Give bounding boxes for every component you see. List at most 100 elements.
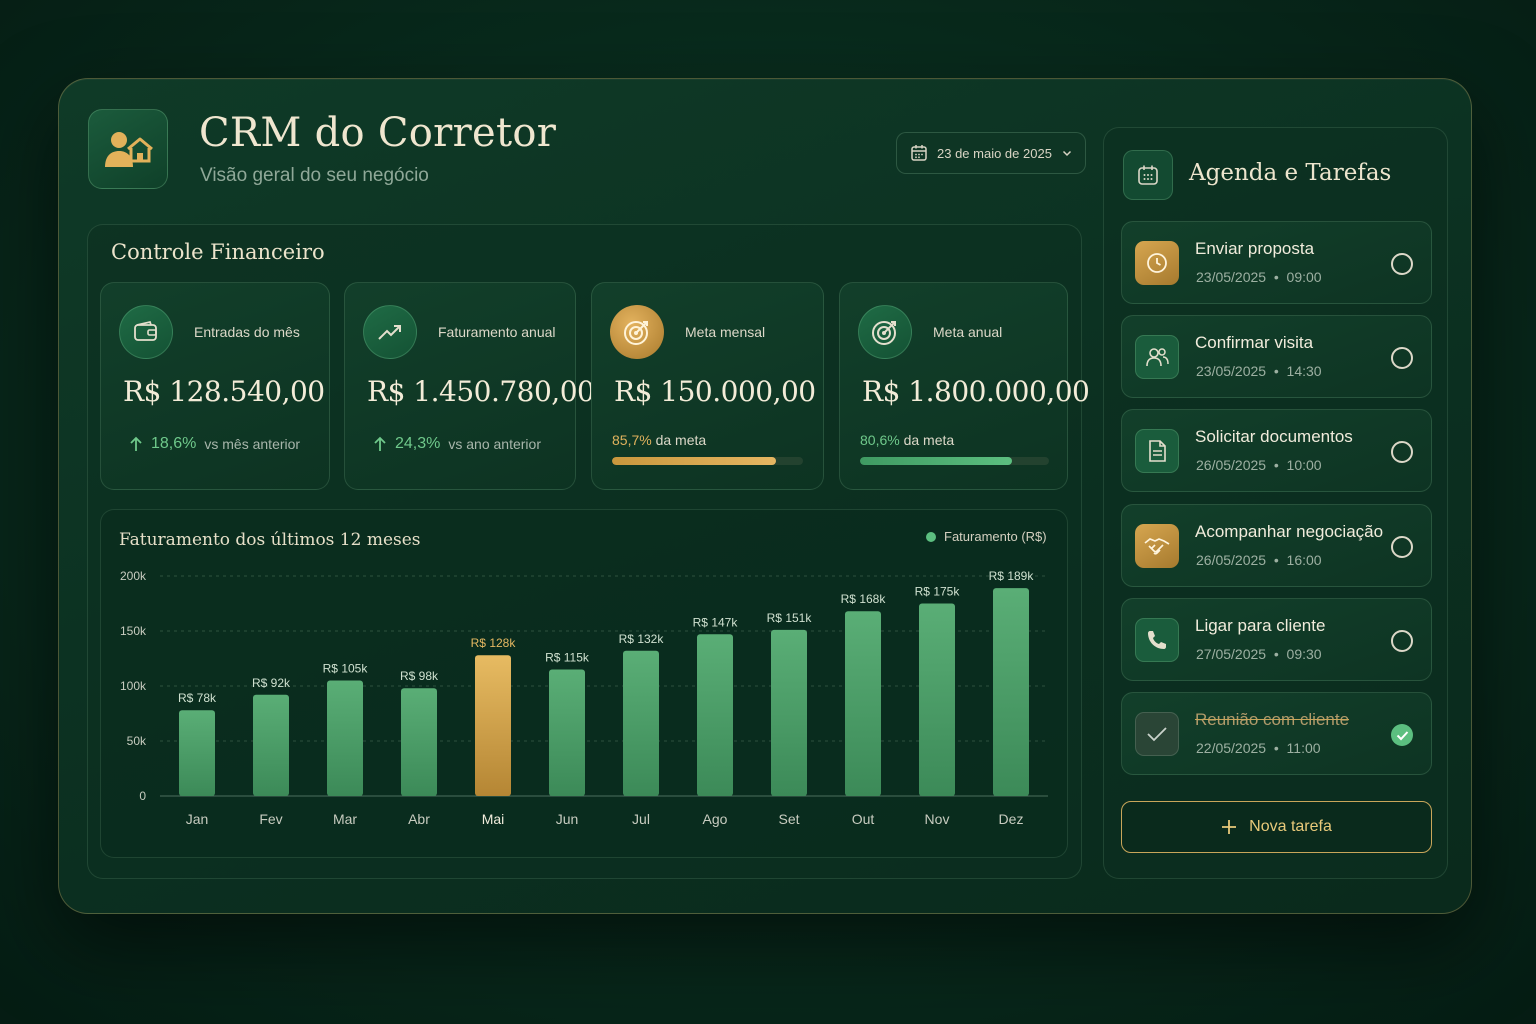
delta-percent: 24,3% xyxy=(395,435,441,452)
task-checkbox[interactable] xyxy=(1391,347,1413,369)
task-datetime: 26/05/2025 • 10:00 xyxy=(1196,457,1322,473)
x-tick-label: Mar xyxy=(333,811,357,827)
task-item-completed[interactable]: Reunião com cliente 22/05/2025 • 11:00 xyxy=(1121,692,1432,775)
users-icon xyxy=(1135,335,1179,379)
task-checkbox[interactable] xyxy=(1391,441,1413,463)
check-icon xyxy=(1135,712,1179,756)
new-task-button[interactable]: Nova tarefa xyxy=(1121,801,1432,853)
y-tick-label: 200k xyxy=(120,569,147,583)
task-item[interactable]: Solicitar documentos 26/05/2025 • 10:00 xyxy=(1121,409,1432,492)
task-datetime: 27/05/2025 • 09:30 xyxy=(1196,646,1322,662)
y-tick-label: 100k xyxy=(120,679,147,693)
card-monthly-income[interactable]: Entradas do mês R$ 128.540,00 18,6% vs m… xyxy=(100,282,330,490)
task-datetime: 26/05/2025 • 16:00 xyxy=(1196,552,1322,568)
phone-icon xyxy=(1135,618,1179,662)
card-delta: 24,3% vs ano anterior xyxy=(373,435,541,453)
task-checkbox-checked[interactable] xyxy=(1391,724,1413,746)
realtor-house-icon xyxy=(105,132,153,167)
task-title: Solicitar documentos xyxy=(1195,427,1353,446)
bar-value-label: R$ 128k xyxy=(471,636,517,650)
target-icon xyxy=(858,305,912,359)
document-icon xyxy=(1135,429,1179,473)
task-datetime: 22/05/2025 • 11:00 xyxy=(1196,740,1321,756)
goal-suffix: da meta xyxy=(655,432,707,448)
task-datetime: 23/05/2025 • 09:00 xyxy=(1196,269,1322,285)
task-checkbox[interactable] xyxy=(1391,630,1413,652)
card-annual-revenue[interactable]: Faturamento anual R$ 1.450.780,00 24,3% … xyxy=(344,282,595,490)
task-title: Acompanhar negociação xyxy=(1195,522,1384,541)
bar-value-label: R$ 92k xyxy=(252,676,291,690)
clock-icon xyxy=(1135,241,1179,285)
legend-swatch xyxy=(926,531,936,542)
delta-comparison: vs ano anterior xyxy=(448,436,541,452)
bar xyxy=(549,669,585,796)
revenue-bar-chart: 0 50k 100k 150k 200k R$ 78k Jan R$ 92k Fev R$ 105… xyxy=(120,569,1048,827)
app-subtitle: Visão geral do seu negócio xyxy=(200,165,429,186)
bar-value-label: R$ 175k xyxy=(915,585,961,599)
x-tick-label: Abr xyxy=(408,811,430,827)
trend-up-icon xyxy=(363,305,417,359)
delta-comparison: vs mês anterior xyxy=(204,436,301,452)
financial-panel-title: Controle Financeiro xyxy=(111,240,325,264)
arrow-up-icon xyxy=(374,436,386,451)
x-tick-label: Ago xyxy=(703,811,728,827)
card-value: R$ 1.800.000,00 xyxy=(862,375,1090,408)
bar xyxy=(623,650,659,796)
agenda-title: Agenda e Tarefas xyxy=(1189,160,1392,186)
bar-value-label: R$ 115k xyxy=(545,651,590,665)
x-tick-label: Nov xyxy=(925,811,950,827)
card-label: Entradas do mês xyxy=(194,324,300,340)
card-monthly-goal[interactable]: Meta mensal R$ 150.000,00 85,7% da meta xyxy=(591,282,824,490)
card-value: R$ 128.540,00 xyxy=(123,375,325,408)
chevron-down-icon xyxy=(1062,150,1071,157)
bar-value-label: R$ 105k xyxy=(323,662,369,676)
task-title: Enviar proposta xyxy=(1195,239,1315,258)
bar xyxy=(771,629,807,796)
card-annual-goal[interactable]: Meta anual R$ 1.800.000,00 80,6% da meta xyxy=(839,282,1090,490)
chart-legend: Faturamento (R$) xyxy=(926,529,1047,544)
task-item[interactable]: Ligar para cliente 27/05/2025 • 09:30 xyxy=(1121,598,1432,681)
task-title: Confirmar visita xyxy=(1195,333,1314,352)
chart-title: Faturamento dos últimos 12 meses xyxy=(119,530,421,550)
bar-highlight xyxy=(475,655,511,796)
handshake-icon xyxy=(1135,524,1179,568)
bar xyxy=(845,611,881,796)
task-checkbox[interactable] xyxy=(1391,536,1413,558)
goal-progress-bar xyxy=(860,457,1049,465)
x-tick-label: Set xyxy=(778,811,799,827)
bar xyxy=(327,680,363,796)
x-tick-label: Jun xyxy=(556,811,579,827)
app-title: CRM do Corretor xyxy=(199,110,557,156)
goal-percent: 85,7% xyxy=(612,432,652,448)
calendar-icon xyxy=(1123,150,1173,200)
task-title: Ligar para cliente xyxy=(1195,616,1326,635)
bar xyxy=(919,603,955,796)
target-icon xyxy=(610,305,664,359)
y-tick-label: 0 xyxy=(139,789,146,803)
x-tick-label: Jan xyxy=(186,811,209,827)
task-item[interactable]: Enviar proposta 23/05/2025 • 09:00 xyxy=(1121,221,1432,304)
bar-value-label: R$ 189k xyxy=(989,569,1035,583)
date-picker[interactable]: 23 de maio de 2025 xyxy=(896,132,1086,174)
task-datetime: 23/05/2025 • 14:30 xyxy=(1196,363,1322,379)
y-tick-label: 150k xyxy=(120,624,147,638)
legend-label: Faturamento (R$) xyxy=(944,529,1047,544)
bar-value-label: R$ 168k xyxy=(841,592,887,606)
arrow-up-icon xyxy=(130,436,142,451)
card-label: Meta mensal xyxy=(685,324,766,340)
wallet-icon xyxy=(119,305,173,359)
goal-percent: 80,6% xyxy=(860,432,900,448)
task-checkbox[interactable] xyxy=(1391,253,1413,275)
x-tick-label: Fev xyxy=(259,811,282,827)
task-item[interactable]: Confirmar visita 23/05/2025 • 14:30 xyxy=(1121,315,1432,398)
goal-suffix: da meta xyxy=(903,432,955,448)
goal-progress-fill xyxy=(612,457,776,465)
bar-value-label: R$ 132k xyxy=(619,632,665,646)
task-item[interactable]: Acompanhar negociação 26/05/2025 • 16:00 xyxy=(1121,504,1432,587)
app-logo xyxy=(88,109,168,189)
card-delta: 18,6% vs mês anterior xyxy=(129,435,300,453)
x-tick-label: Jul xyxy=(632,811,650,827)
task-title: Reunião com cliente xyxy=(1195,710,1350,729)
card-value: R$ 1.450.780,00 xyxy=(367,375,595,408)
date-label: 23 de maio de 2025 xyxy=(937,145,1052,161)
